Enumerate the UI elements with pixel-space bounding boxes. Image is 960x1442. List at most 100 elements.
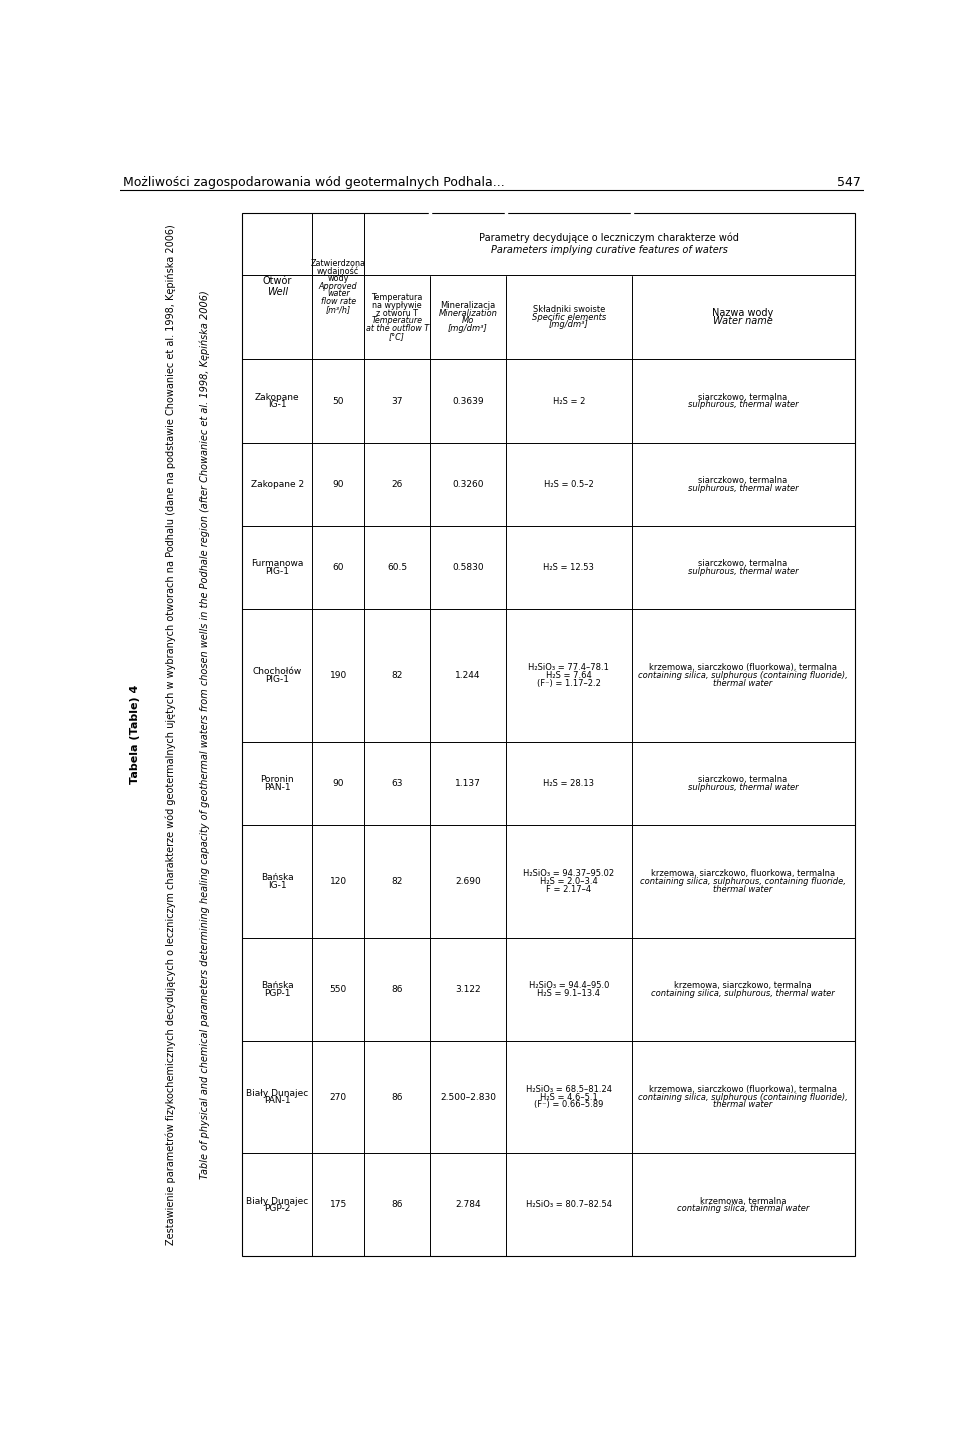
Text: 2.784: 2.784 bbox=[455, 1200, 481, 1210]
Text: [mg/dm³]: [mg/dm³] bbox=[549, 320, 588, 329]
Text: 50: 50 bbox=[332, 397, 344, 405]
Text: IG-1: IG-1 bbox=[268, 881, 287, 890]
Text: Zakopane 2: Zakopane 2 bbox=[251, 480, 304, 489]
Text: PGP-1: PGP-1 bbox=[264, 989, 291, 998]
Text: 175: 175 bbox=[329, 1200, 347, 1210]
Text: (F⁻) = 0.66–5.89: (F⁻) = 0.66–5.89 bbox=[534, 1100, 604, 1109]
Text: H₂S = 12.53: H₂S = 12.53 bbox=[543, 564, 594, 572]
Text: Mineralizacja: Mineralizacja bbox=[441, 301, 495, 310]
Text: siarczkowo, termalna: siarczkowo, termalna bbox=[699, 476, 788, 485]
Text: Parametry decydujące o leczniczym charakterze wód: Parametry decydujące o leczniczym charak… bbox=[479, 232, 739, 242]
Text: Bańska: Bańska bbox=[261, 981, 294, 989]
Text: Parameters implying curative features of waters: Parameters implying curative features of… bbox=[491, 245, 728, 255]
Text: Furmanowa: Furmanowa bbox=[252, 559, 303, 568]
Text: thermal water: thermal water bbox=[713, 884, 773, 894]
Text: 0.5830: 0.5830 bbox=[452, 564, 484, 572]
Text: krzemowa, siarczkowo (fluorkowa), termalna: krzemowa, siarczkowo (fluorkowa), termal… bbox=[649, 663, 837, 672]
Text: H₂S = 2: H₂S = 2 bbox=[553, 397, 585, 405]
Text: Możliwości zagospodarowania wód geotermalnych Podhala...: Możliwości zagospodarowania wód geoterma… bbox=[123, 176, 505, 189]
Text: Biały Dunajec: Biały Dunajec bbox=[246, 1197, 308, 1206]
Text: H₂S = 28.13: H₂S = 28.13 bbox=[543, 779, 594, 787]
Text: PIG-1: PIG-1 bbox=[265, 675, 289, 684]
Text: sulphurous, thermal water: sulphurous, thermal water bbox=[687, 567, 799, 575]
Text: containing silica, sulphurous, containing fluoride,: containing silica, sulphurous, containin… bbox=[640, 877, 846, 885]
Text: 1.244: 1.244 bbox=[455, 671, 481, 681]
Text: 82: 82 bbox=[392, 671, 403, 681]
Text: at the outflow T: at the outflow T bbox=[366, 324, 428, 333]
Text: 3.122: 3.122 bbox=[455, 985, 481, 994]
Text: [mg/dm³]: [mg/dm³] bbox=[448, 324, 488, 333]
Text: flow rate: flow rate bbox=[321, 297, 356, 306]
Text: [m³/h]: [m³/h] bbox=[325, 304, 350, 314]
Text: 2.500–2.830: 2.500–2.830 bbox=[440, 1093, 496, 1102]
Text: thermal water: thermal water bbox=[713, 1100, 773, 1109]
Text: H₂SiO₃ = 68.5–81.24: H₂SiO₃ = 68.5–81.24 bbox=[526, 1084, 612, 1094]
Text: H₂S = 0.5–2: H₂S = 0.5–2 bbox=[544, 480, 593, 489]
Text: containing silica, sulphurous (containing fluoride),: containing silica, sulphurous (containin… bbox=[638, 671, 848, 681]
Text: containing silica, sulphurous (containing fluoride),: containing silica, sulphurous (containin… bbox=[638, 1093, 848, 1102]
Text: PIG-1: PIG-1 bbox=[265, 567, 289, 575]
Text: 2.690: 2.690 bbox=[455, 877, 481, 885]
Text: krzemowa, termalna: krzemowa, termalna bbox=[700, 1197, 786, 1206]
Text: Specific elements: Specific elements bbox=[532, 313, 606, 322]
Text: containing silica, sulphurous, thermal water: containing silica, sulphurous, thermal w… bbox=[651, 989, 835, 998]
Text: PGP-2: PGP-2 bbox=[264, 1204, 291, 1213]
Text: z otworu T: z otworu T bbox=[376, 309, 418, 317]
Text: 86: 86 bbox=[392, 1093, 403, 1102]
Text: containing silica, thermal water: containing silica, thermal water bbox=[677, 1204, 809, 1213]
Text: krzemowa, siarczkowo, termalna: krzemowa, siarczkowo, termalna bbox=[674, 981, 812, 989]
Text: PAN-1: PAN-1 bbox=[264, 1096, 291, 1106]
Text: 60: 60 bbox=[332, 564, 344, 572]
Text: 60.5: 60.5 bbox=[387, 564, 407, 572]
Text: Chochołów: Chochołów bbox=[252, 668, 302, 676]
Text: Mo: Mo bbox=[462, 316, 474, 326]
Text: 547: 547 bbox=[837, 176, 861, 189]
Text: 90: 90 bbox=[332, 480, 344, 489]
Text: H₂SiO₃ = 94.4–95.0: H₂SiO₃ = 94.4–95.0 bbox=[529, 981, 609, 989]
Text: 0.3260: 0.3260 bbox=[452, 480, 484, 489]
Text: H₂S = 9.1–13.4: H₂S = 9.1–13.4 bbox=[538, 989, 600, 998]
Text: Zakopane: Zakopane bbox=[255, 392, 300, 402]
Text: 63: 63 bbox=[392, 779, 403, 787]
Text: 82: 82 bbox=[392, 877, 403, 885]
Text: siarczkowo, termalna: siarczkowo, termalna bbox=[699, 559, 788, 568]
Text: sulphurous, thermal water: sulphurous, thermal water bbox=[687, 401, 799, 410]
Text: Zestawienie parametrów fizykochemicznych decydujących o leczniczym charakterze w: Zestawienie parametrów fizykochemicznych… bbox=[165, 225, 176, 1244]
Text: PAN-1: PAN-1 bbox=[264, 783, 291, 792]
Text: Mineralization: Mineralization bbox=[439, 309, 497, 317]
Text: 1.137: 1.137 bbox=[455, 779, 481, 787]
Text: water: water bbox=[326, 290, 349, 298]
Text: Approved: Approved bbox=[319, 281, 357, 291]
Text: Well: Well bbox=[267, 287, 288, 297]
Text: Biały Dunajec: Biały Dunajec bbox=[246, 1089, 308, 1097]
Text: H₂SiO₃ = 77.4–78.1: H₂SiO₃ = 77.4–78.1 bbox=[528, 663, 610, 672]
Text: IG-1: IG-1 bbox=[268, 401, 287, 410]
Bar bbox=[243, 213, 854, 1256]
Text: H₂SiO₃ = 80.7–82.54: H₂SiO₃ = 80.7–82.54 bbox=[526, 1200, 612, 1210]
Text: F = 2.17–4: F = 2.17–4 bbox=[546, 884, 591, 894]
Text: (F⁻) = 1.17–2.2: (F⁻) = 1.17–2.2 bbox=[537, 679, 601, 688]
Text: H₂SiO₃ = 94.37–95.02: H₂SiO₃ = 94.37–95.02 bbox=[523, 870, 614, 878]
Text: krzemowa, siarczkowo (fluorkowa), termalna: krzemowa, siarczkowo (fluorkowa), termal… bbox=[649, 1084, 837, 1094]
Text: Tabela (Table) 4: Tabela (Table) 4 bbox=[131, 685, 140, 784]
Text: 270: 270 bbox=[329, 1093, 347, 1102]
Text: Temperatura: Temperatura bbox=[372, 293, 422, 303]
Text: Temperature: Temperature bbox=[372, 316, 422, 326]
Text: H₂S = 2.0–3.4: H₂S = 2.0–3.4 bbox=[540, 877, 597, 885]
Text: Table of physical and chemical parameters determining healing capacity of geothe: Table of physical and chemical parameter… bbox=[200, 290, 210, 1180]
Text: 120: 120 bbox=[329, 877, 347, 885]
Text: Składniki swoiste: Składniki swoiste bbox=[533, 304, 605, 314]
Text: Zatwierdzona: Zatwierdzona bbox=[311, 258, 366, 268]
Text: [°C]: [°C] bbox=[389, 332, 405, 340]
Text: Otwór: Otwór bbox=[263, 275, 292, 286]
Text: krzemowa, siarczkowo, fluorkowa, termalna: krzemowa, siarczkowo, fluorkowa, termaln… bbox=[651, 870, 835, 878]
Text: wydajność: wydajność bbox=[317, 267, 359, 275]
Text: 90: 90 bbox=[332, 779, 344, 787]
Text: Poronin: Poronin bbox=[260, 774, 294, 784]
Text: 190: 190 bbox=[329, 671, 347, 681]
Text: 0.3639: 0.3639 bbox=[452, 397, 484, 405]
Text: sulphurous, thermal water: sulphurous, thermal water bbox=[687, 783, 799, 792]
Text: 37: 37 bbox=[392, 397, 403, 405]
Text: H₂S = 4.6–5.1: H₂S = 4.6–5.1 bbox=[540, 1093, 597, 1102]
Text: na wypływie: na wypływie bbox=[372, 301, 421, 310]
